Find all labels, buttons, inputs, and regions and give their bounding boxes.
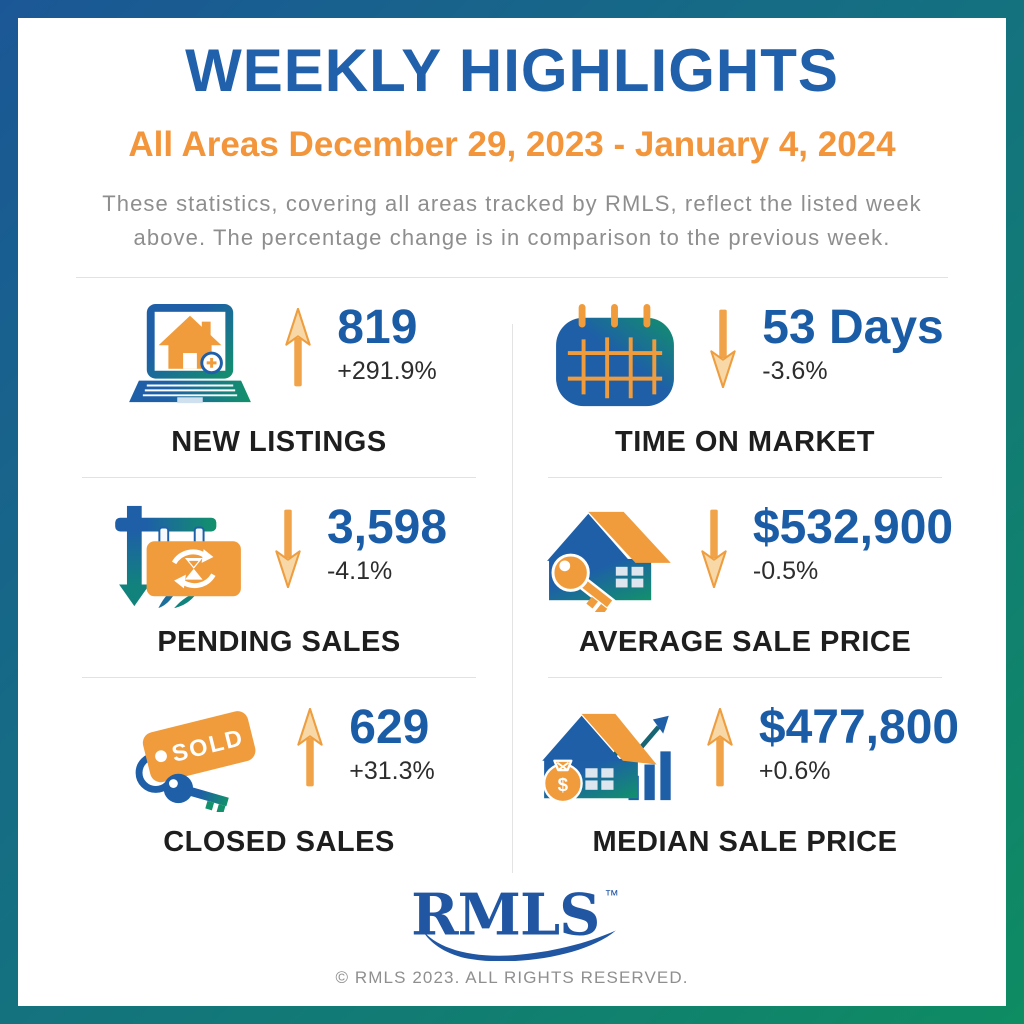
- stat-change: -3.6%: [762, 357, 828, 386]
- down-arrow-icon: [697, 508, 731, 593]
- row-divider: [548, 477, 942, 479]
- stat-median-sale-price: $ $477,800 +0.6% MEDIAN SALE PRICE: [512, 678, 978, 877]
- rmls-logo-text: RMLS: [411, 882, 599, 949]
- description-text: These statistics, covering all areas tra…: [18, 187, 1006, 255]
- stat-time-on-market: 53 Days -3.6% TIME ON MARKET: [512, 278, 978, 477]
- money-bag-dollar-text: $: [558, 774, 569, 795]
- laptop-house-icon: [121, 302, 259, 412]
- up-arrow-icon: [293, 707, 327, 793]
- rmls-logo: RMLS ™: [411, 882, 619, 962]
- house-money-chart-icon: $: [531, 702, 681, 812]
- stat-change: -0.5%: [752, 557, 819, 586]
- stat-change: +291.9%: [337, 357, 437, 386]
- stat-label: MEDIAN SALE PRICE: [592, 826, 898, 859]
- stat-change: -4.1%: [326, 557, 393, 586]
- stat-label: TIME ON MARKET: [615, 426, 875, 459]
- stat-value: 3,598: [326, 501, 448, 555]
- row-divider: [82, 677, 476, 679]
- stat-label: PENDING SALES: [157, 626, 401, 659]
- down-arrow-icon: [271, 508, 305, 593]
- stat-value: 53 Days: [762, 301, 944, 355]
- page-title: WEEKLY HIGHLIGHTS: [185, 37, 839, 104]
- stats-grid: 819 +291.9% NEW LISTINGS: [46, 278, 978, 877]
- up-arrow-icon: [703, 707, 737, 793]
- stat-average-sale-price: $532,900 -0.5% AVERAGE SALE PRICE: [512, 478, 978, 677]
- footer: RMLS ™ © RMLS 2023. ALL RIGHTS RESERVED.: [18, 881, 1006, 988]
- row-divider: [548, 677, 942, 679]
- logo-swoosh: [421, 928, 616, 962]
- trademark-symbol: ™: [604, 888, 618, 904]
- up-arrow-icon: [281, 307, 315, 393]
- down-arrow-icon: [706, 308, 740, 393]
- stat-label: NEW LISTINGS: [171, 426, 387, 459]
- stat-label: CLOSED SALES: [163, 826, 395, 859]
- yard-sign-icon: [111, 502, 249, 612]
- stat-change: +31.3%: [349, 757, 435, 786]
- date-range-subtitle: All Areas December 29, 2023 - January 4,…: [128, 125, 896, 164]
- stat-change: +0.6%: [758, 757, 831, 786]
- stat-value: $532,900: [752, 501, 954, 555]
- sold-tag-keys-icon: SOLD: [123, 702, 271, 813]
- stat-value: $477,800: [758, 701, 960, 755]
- stat-pending-sales: 3,598 -4.1% PENDING SALES: [46, 478, 512, 677]
- stat-label: AVERAGE SALE PRICE: [578, 626, 912, 659]
- row-divider: [82, 477, 476, 479]
- description-line-2: above. The percentage change is in compa…: [133, 225, 891, 251]
- header-divider: [76, 277, 948, 279]
- stat-new-listings: 819 +291.9% NEW LISTINGS: [46, 278, 512, 477]
- stat-value: 629: [349, 701, 430, 755]
- stat-value: 819: [337, 301, 418, 355]
- calendar-icon: [546, 302, 684, 412]
- infographic-panel: WEEKLY HIGHLIGHTS All Areas December 29,…: [18, 18, 1006, 1006]
- copyright-text: © RMLS 2023. ALL RIGHTS RESERVED.: [335, 968, 689, 988]
- house-key-icon: [537, 502, 675, 613]
- description-line-1: These statistics, covering all areas tra…: [102, 191, 922, 216]
- stat-closed-sales: SOLD: [46, 678, 512, 877]
